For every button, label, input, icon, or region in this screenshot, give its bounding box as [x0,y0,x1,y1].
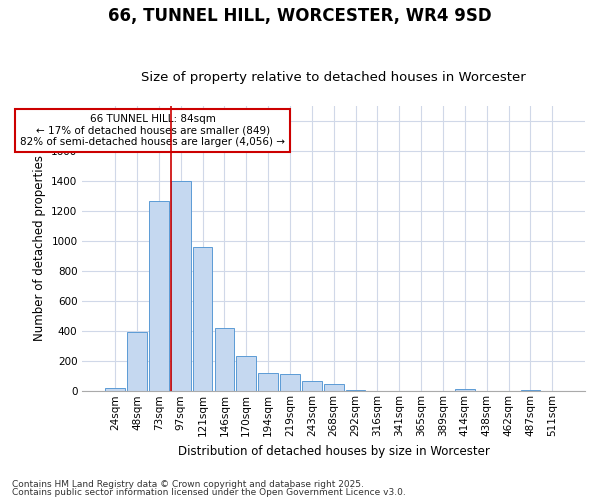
Y-axis label: Number of detached properties: Number of detached properties [33,156,46,342]
Bar [346,390,365,392]
Text: 66, TUNNEL HILL, WORCESTER, WR4 9SD: 66, TUNNEL HILL, WORCESTER, WR4 9SD [108,8,492,26]
Bar [215,328,234,392]
Text: Contains public sector information licensed under the Open Government Licence v3: Contains public sector information licen… [12,488,406,497]
Bar [193,247,212,392]
Bar [127,332,147,392]
Title: Size of property relative to detached houses in Worcester: Size of property relative to detached ho… [142,70,526,84]
Text: Contains HM Land Registry data © Crown copyright and database right 2025.: Contains HM Land Registry data © Crown c… [12,480,364,489]
Bar [280,374,300,392]
Bar [302,382,322,392]
Bar [105,388,125,392]
Bar [236,356,256,392]
Bar [521,390,540,392]
Bar [171,180,191,392]
Bar [149,201,169,392]
Text: 66 TUNNEL HILL: 84sqm
← 17% of detached houses are smaller (849)
82% of semi-det: 66 TUNNEL HILL: 84sqm ← 17% of detached … [20,114,285,148]
Bar [455,389,475,392]
Bar [258,373,278,392]
X-axis label: Distribution of detached houses by size in Worcester: Distribution of detached houses by size … [178,444,490,458]
Bar [324,384,344,392]
